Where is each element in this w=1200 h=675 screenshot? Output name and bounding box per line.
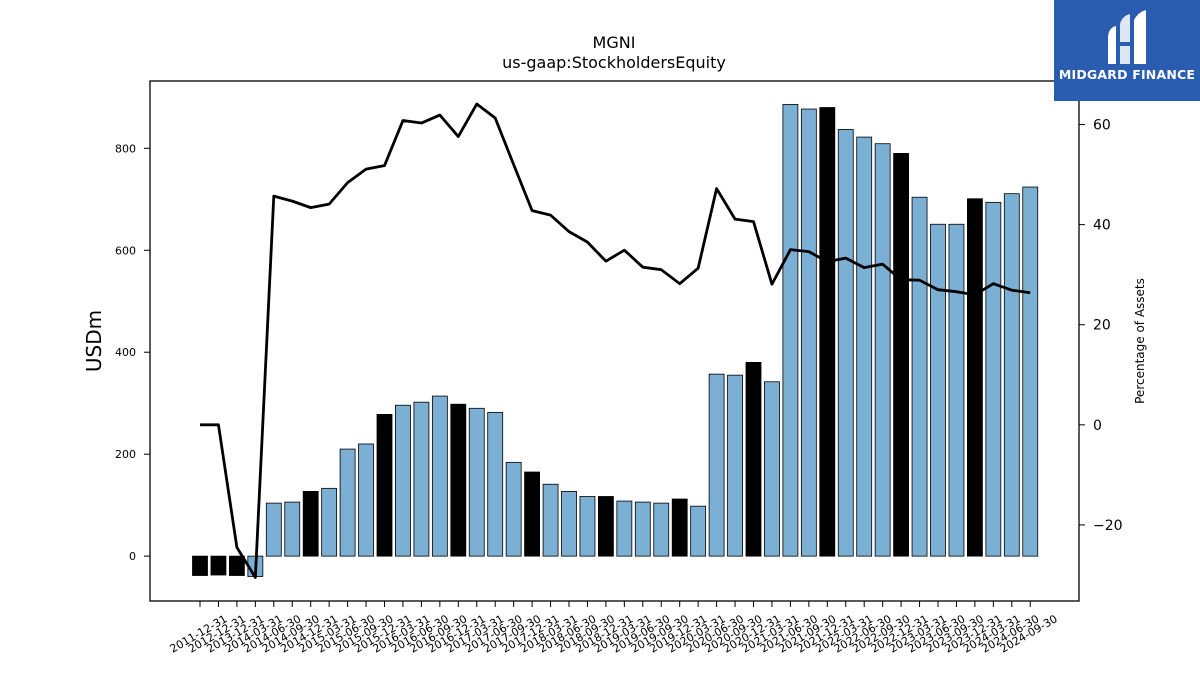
logo-text: MIDGARD FINANCE xyxy=(1058,67,1196,82)
bar xyxy=(634,501,651,557)
bar xyxy=(468,407,485,557)
bar xyxy=(690,505,707,557)
bar xyxy=(505,461,522,557)
bar xyxy=(321,487,338,557)
y-tick-label: 600 xyxy=(115,244,136,257)
y-tick-label: 400 xyxy=(115,346,136,359)
bar xyxy=(874,143,891,557)
y2-tick-label: 0 xyxy=(1093,418,1102,434)
bar xyxy=(616,500,633,557)
bar xyxy=(431,395,448,557)
bar xyxy=(911,196,928,557)
bar xyxy=(856,136,873,557)
line-series xyxy=(200,102,1031,579)
y-tick-label: 200 xyxy=(115,448,136,461)
bar xyxy=(948,223,965,557)
bar xyxy=(985,201,1002,557)
y-tick-label: 0 xyxy=(129,550,136,563)
bar xyxy=(837,129,854,557)
bar xyxy=(727,374,743,557)
y-axis-label: USDm xyxy=(82,310,106,372)
bar xyxy=(653,502,670,557)
chart-title: MGNI xyxy=(593,33,636,52)
y2-tick-label: 60 xyxy=(1093,118,1111,134)
x-axis: 2011-12-312012-12-312013-12-312014-03-31… xyxy=(168,601,1060,656)
bar xyxy=(395,404,411,557)
bar xyxy=(265,502,282,557)
bar xyxy=(339,448,356,557)
bar xyxy=(376,414,393,557)
bar xyxy=(192,555,208,576)
bar xyxy=(228,555,245,576)
y2-axis-label: Percentage of Assets xyxy=(1133,278,1147,404)
bar xyxy=(1022,186,1039,557)
bar xyxy=(708,373,725,557)
brand-logo: MIDGARD FINANCE xyxy=(1054,0,1200,101)
y2-tick-label: 40 xyxy=(1093,218,1111,234)
bar xyxy=(1003,193,1020,557)
plot-frame xyxy=(149,80,1080,602)
bar-series xyxy=(192,104,1039,577)
y2-tick-label: 20 xyxy=(1093,318,1111,334)
bar xyxy=(745,362,762,557)
bar xyxy=(561,490,577,557)
bar xyxy=(450,403,467,557)
bar xyxy=(764,381,780,557)
right-axis: −20 0 20 40 60 xyxy=(1079,118,1123,534)
bar xyxy=(579,496,596,557)
y-tick-label: 800 xyxy=(115,142,136,155)
bar xyxy=(800,108,817,557)
bar xyxy=(284,501,301,557)
bar xyxy=(930,223,946,557)
bar xyxy=(598,496,614,557)
logo-icon xyxy=(1108,10,1146,64)
bar xyxy=(893,152,909,557)
left-axis: 0 200 400 600 800 xyxy=(115,142,150,563)
y2-tick-label: −20 xyxy=(1093,518,1123,534)
bar xyxy=(302,490,319,557)
bar xyxy=(524,471,540,557)
bar xyxy=(542,483,559,557)
bar xyxy=(819,107,836,557)
chart-subtitle: us-gaap:StockholdersEquity xyxy=(502,53,726,72)
bar xyxy=(782,104,799,557)
bar xyxy=(358,443,374,557)
bar xyxy=(967,198,983,557)
bar xyxy=(487,411,504,557)
bar xyxy=(671,498,688,557)
bar xyxy=(210,555,227,576)
bar xyxy=(413,401,430,557)
series-line xyxy=(200,102,1031,579)
